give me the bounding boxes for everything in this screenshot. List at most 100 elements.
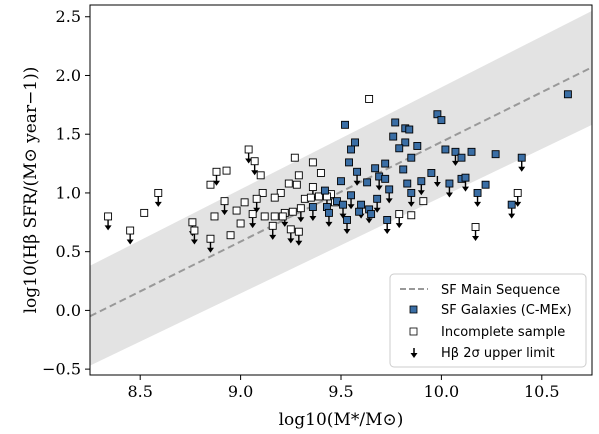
incomplete-sample-point: [288, 207, 297, 216]
incomplete-sample-point: [256, 171, 265, 180]
upper-limit-arrow-head: [395, 223, 403, 229]
sf-galaxy-point: [451, 147, 460, 156]
sf-galaxy-point: [407, 153, 416, 162]
sf-galaxy-point: [381, 174, 390, 183]
upper-limit-arrow: [395, 217, 403, 229]
incomplete-sample-point: [104, 212, 113, 221]
incomplete-sample-point: [419, 197, 428, 206]
upper-limit-arrow: [445, 186, 453, 198]
upper-limit-arrow-head: [451, 160, 459, 166]
sf-galaxy-point: [385, 185, 394, 194]
incomplete-sample-point: [188, 218, 197, 227]
upper-limit-arrow-head: [353, 180, 361, 186]
incomplete-sample-point: [294, 227, 303, 236]
sf-galaxy-point: [467, 147, 476, 156]
sf-galaxy-point: [381, 159, 390, 168]
upper-limit-arrow: [295, 234, 303, 246]
upper-limit-arrow: [213, 174, 221, 186]
x-tick-label: 10.5: [524, 382, 560, 401]
upper-limit-arrow: [339, 207, 347, 219]
sf-galaxy-point: [457, 153, 466, 162]
upper-limit-arrow-head: [213, 180, 221, 186]
sf-galaxy-point: [427, 169, 436, 177]
sf-galaxy-point: [371, 164, 380, 173]
x-axis-ticks: 8.5 9.0 9.5 10.0 10.5: [127, 375, 560, 401]
upper-limit-arrow-head: [295, 240, 303, 246]
main-sequence-band: [90, 10, 592, 366]
upper-limit-arrow-head: [343, 228, 351, 234]
sf-galaxy-point: [441, 145, 450, 154]
upper-limit-arrow: [245, 152, 253, 164]
sf-galaxy-point: [417, 177, 426, 186]
upper-limit-arrow-head: [347, 204, 355, 210]
sf-galaxy-point: [351, 138, 360, 147]
y-tick-label: 0.0: [56, 301, 81, 320]
upper-limit-arrow-head: [339, 213, 347, 219]
main-sequence-band-layer: [90, 10, 592, 366]
x-tick-label: 9.0: [228, 382, 253, 401]
upper-limit-arrow-head: [126, 239, 134, 245]
sf-galaxy-point: [413, 142, 422, 150]
sf-galaxy-point: [461, 173, 470, 182]
upper-limit-arrow: [461, 180, 469, 192]
y-axis-label: log10(Hβ SFR/(M⊙ year−1)): [21, 67, 41, 314]
upper-limit-arrow-head: [104, 225, 112, 231]
upper-limit-arrow: [518, 160, 526, 172]
upper-limit-arrow-head: [297, 217, 305, 223]
upper-limit-arrow-head: [383, 228, 391, 234]
upper-limit-arrow-head: [385, 198, 393, 204]
sf-galaxy-point: [383, 216, 392, 224]
upper-limit-arrow: [433, 175, 441, 187]
upper-limit-arrow-head: [474, 201, 482, 207]
upper-limit-arrow-head: [407, 201, 415, 207]
incomplete-sample-point: [292, 180, 301, 189]
upper-limit-arrow-head: [190, 239, 198, 245]
upper-limit-arrow: [375, 179, 383, 191]
upper-limit-arrow: [343, 222, 351, 234]
upper-limit-arrow-head: [281, 221, 289, 227]
incomplete-sample-point: [395, 210, 404, 219]
upper-limit-arrow-head: [461, 186, 469, 192]
incomplete-sample-point: [294, 171, 303, 180]
sf-galaxy-point: [401, 138, 410, 147]
sf-galaxy-point: [367, 210, 376, 219]
upper-limit-arrow: [383, 222, 391, 234]
sf-galaxy-point: [473, 188, 482, 197]
incomplete-sample-point: [260, 212, 269, 221]
upper-limit-arrow: [514, 195, 522, 207]
sf-galaxy-point: [373, 194, 382, 203]
upper-limit-arrow-head: [325, 221, 333, 227]
sf-galaxy-point: [341, 120, 349, 129]
incomplete-sample-point: [140, 208, 149, 217]
sf-galaxy-point: [353, 167, 362, 176]
main-sequence-line-layer: [90, 66, 592, 318]
incomplete-sample-point: [296, 204, 305, 213]
x-tick-label: 10.0: [424, 382, 460, 401]
x-axis-label: log10(M*/M⊙): [279, 410, 404, 430]
upper-limit-arrow-head: [221, 210, 229, 216]
incomplete-sample-point: [513, 188, 522, 197]
incomplete-sample-point: [244, 145, 253, 154]
upper-limit-arrow: [385, 192, 393, 204]
sf-galaxy-point: [347, 145, 355, 154]
incomplete-sample-point: [250, 157, 259, 166]
sf-galaxy-point: [399, 165, 408, 174]
incomplete-sample-point: [222, 166, 231, 175]
incomplete-sample-point: [471, 223, 480, 231]
upper-limit-arrow: [221, 204, 229, 216]
incomplete-sample-point: [365, 95, 374, 103]
sf-galaxy-point: [355, 207, 364, 216]
legend-box: [389, 273, 587, 368]
legend-down-arrow-icon: [410, 348, 418, 358]
incomplete-sample-point: [154, 188, 163, 197]
sf-galaxy-point: [325, 208, 333, 217]
upper-limit-arrow-head: [518, 166, 526, 172]
upper-limit-arrow: [472, 230, 480, 241]
sf-galaxy-point: [391, 118, 400, 127]
y-tick-label: 2.0: [56, 66, 81, 85]
upper-limit-arrow: [353, 174, 361, 186]
sf-galaxy-point: [389, 132, 398, 141]
sf-galaxy-point: [481, 180, 490, 189]
incomplete-sample-point: [210, 212, 219, 221]
